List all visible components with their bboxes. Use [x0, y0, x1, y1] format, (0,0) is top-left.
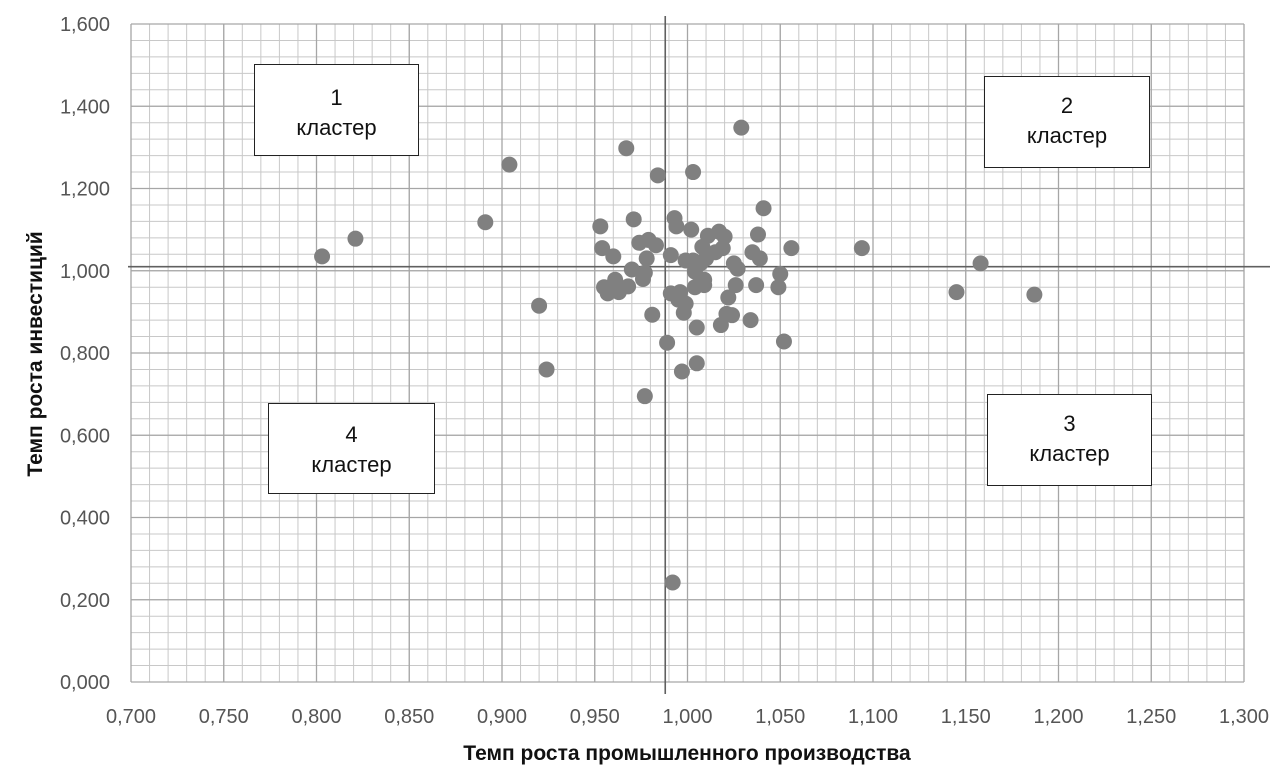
x-axis-title: Темп роста промышленного производства	[463, 742, 911, 765]
data-point	[733, 119, 750, 136]
y-axis-title: Темп роста инвестиций	[24, 231, 47, 476]
y-tick-label: 1,400	[60, 96, 110, 118]
cluster-2-label: 2 кластер	[984, 76, 1150, 168]
data-point	[477, 214, 494, 231]
data-point	[720, 289, 737, 306]
data-point	[664, 574, 681, 591]
y-axis-tick-labels: 0,000 0,200 0,400 0,600 0,800 1,000 1,200 1,400…	[60, 14, 110, 694]
data-point	[775, 333, 792, 350]
data-point	[696, 277, 713, 294]
data-point	[749, 226, 766, 243]
y-tick-label: 0,600	[60, 425, 110, 447]
cluster-4-number: 4	[345, 422, 358, 447]
data-point	[347, 230, 364, 247]
data-point	[531, 297, 548, 314]
cluster-3-text: кластер	[1029, 441, 1110, 466]
y-tick-label: 1,600	[60, 14, 110, 36]
x-tick-label: 1,150	[941, 706, 991, 728]
x-tick-label: 0,900	[477, 706, 527, 728]
data-point	[592, 218, 609, 235]
x-tick-label: 1,050	[755, 706, 805, 728]
y-tick-label: 0,000	[60, 672, 110, 694]
data-point	[1026, 286, 1043, 303]
data-point	[755, 200, 772, 217]
data-point	[644, 306, 661, 323]
data-point	[853, 240, 870, 257]
data-points	[314, 119, 1043, 591]
x-tick-label: 0,850	[384, 706, 434, 728]
data-point	[649, 167, 666, 184]
y-tick-label: 0,400	[60, 508, 110, 530]
data-point	[677, 295, 694, 312]
x-axis-tick-labels: 0,700 0,750 0,800 0,850 0,900 0,950 1,000 1,050…	[106, 706, 1269, 728]
data-point	[623, 261, 640, 278]
data-point	[972, 255, 989, 272]
data-point	[594, 240, 611, 257]
data-point	[748, 277, 765, 294]
cluster-3-label: 3 кластер	[987, 394, 1152, 486]
x-tick-label: 0,750	[199, 706, 249, 728]
x-tick-label: 0,700	[106, 706, 156, 728]
major-gridlines	[130, 23, 1245, 683]
cluster-2-number: 2	[1060, 93, 1074, 118]
x-tick-label: 0,950	[570, 706, 620, 728]
cluster-1-number: 1	[330, 85, 343, 110]
data-point	[751, 250, 768, 267]
x-tick-label: 1,000	[662, 706, 712, 728]
data-point	[683, 221, 700, 238]
data-point	[607, 271, 624, 288]
data-point	[727, 277, 744, 294]
cluster-2-text: кластер	[1026, 123, 1108, 148]
y-tick-label: 1,200	[60, 179, 110, 201]
data-point	[620, 278, 637, 295]
data-point	[668, 218, 685, 235]
x-tick-label: 1,100	[848, 706, 898, 728]
data-point	[948, 284, 965, 301]
cluster-1-label: 1 кластер	[254, 64, 419, 156]
data-point	[659, 334, 676, 351]
data-point	[636, 388, 653, 405]
data-point	[673, 363, 690, 380]
data-point	[501, 156, 518, 173]
data-point	[772, 266, 789, 283]
data-point	[783, 240, 800, 257]
data-point	[647, 237, 664, 254]
cluster-4-label: 4 кластер	[268, 403, 435, 494]
x-tick-label: 0,800	[291, 706, 341, 728]
data-point	[685, 164, 702, 181]
data-point	[662, 247, 679, 264]
data-point	[742, 312, 759, 329]
data-point	[716, 228, 733, 245]
data-point	[636, 264, 653, 281]
x-tick-label: 1,200	[1033, 706, 1083, 728]
x-tick-label: 1,300	[1219, 706, 1269, 728]
y-tick-label: 0,800	[60, 343, 110, 365]
cluster-4-text: кластер	[311, 452, 392, 477]
data-point	[538, 361, 555, 378]
data-point	[688, 319, 705, 336]
y-tick-label: 0,200	[60, 590, 110, 612]
data-point	[729, 260, 746, 277]
data-point	[314, 248, 331, 265]
data-point	[618, 140, 635, 157]
cluster-1-text: кластер	[296, 115, 377, 140]
data-point	[770, 279, 787, 296]
data-point	[724, 307, 741, 324]
data-point	[638, 250, 655, 267]
y-tick-label: 1,000	[60, 261, 110, 283]
data-point	[688, 355, 705, 372]
data-point	[625, 211, 642, 228]
data-point	[605, 248, 622, 265]
cluster-3-number: 3	[1063, 411, 1076, 436]
x-tick-label: 1,250	[1126, 706, 1176, 728]
